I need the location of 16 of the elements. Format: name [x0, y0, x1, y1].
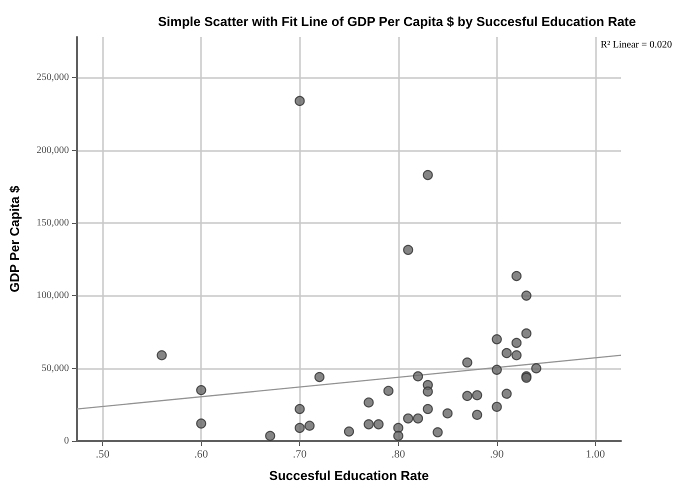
y-tick-label: 250,000: [36, 72, 69, 84]
chart-title: Simple Scatter with Fit Line of GDP Per Capita $ by Succesful Education Rate: [158, 14, 636, 29]
y-tick-label: 0: [64, 436, 69, 446]
x-tick-label: .50: [96, 448, 110, 460]
x-tick-label: 1.00: [586, 448, 606, 460]
x-tick-label: .60: [194, 448, 209, 460]
y-tick-label: 100,000: [36, 290, 69, 302]
x-tick-label: .70: [292, 448, 308, 460]
x-axis-title: Succesful Education Rate: [269, 468, 429, 483]
y-tick-label: 150,000: [36, 218, 69, 229]
x-tick-label: .90: [490, 448, 504, 460]
annotation: R² Linear = 0.020: [600, 40, 672, 50]
y-axis-title: GDP Per Capita $: [7, 184, 22, 292]
y-tick-label: 50,000: [42, 362, 69, 374]
y-tick-label: 200,000: [36, 144, 69, 156]
x-tick-label: .80: [391, 448, 406, 460]
